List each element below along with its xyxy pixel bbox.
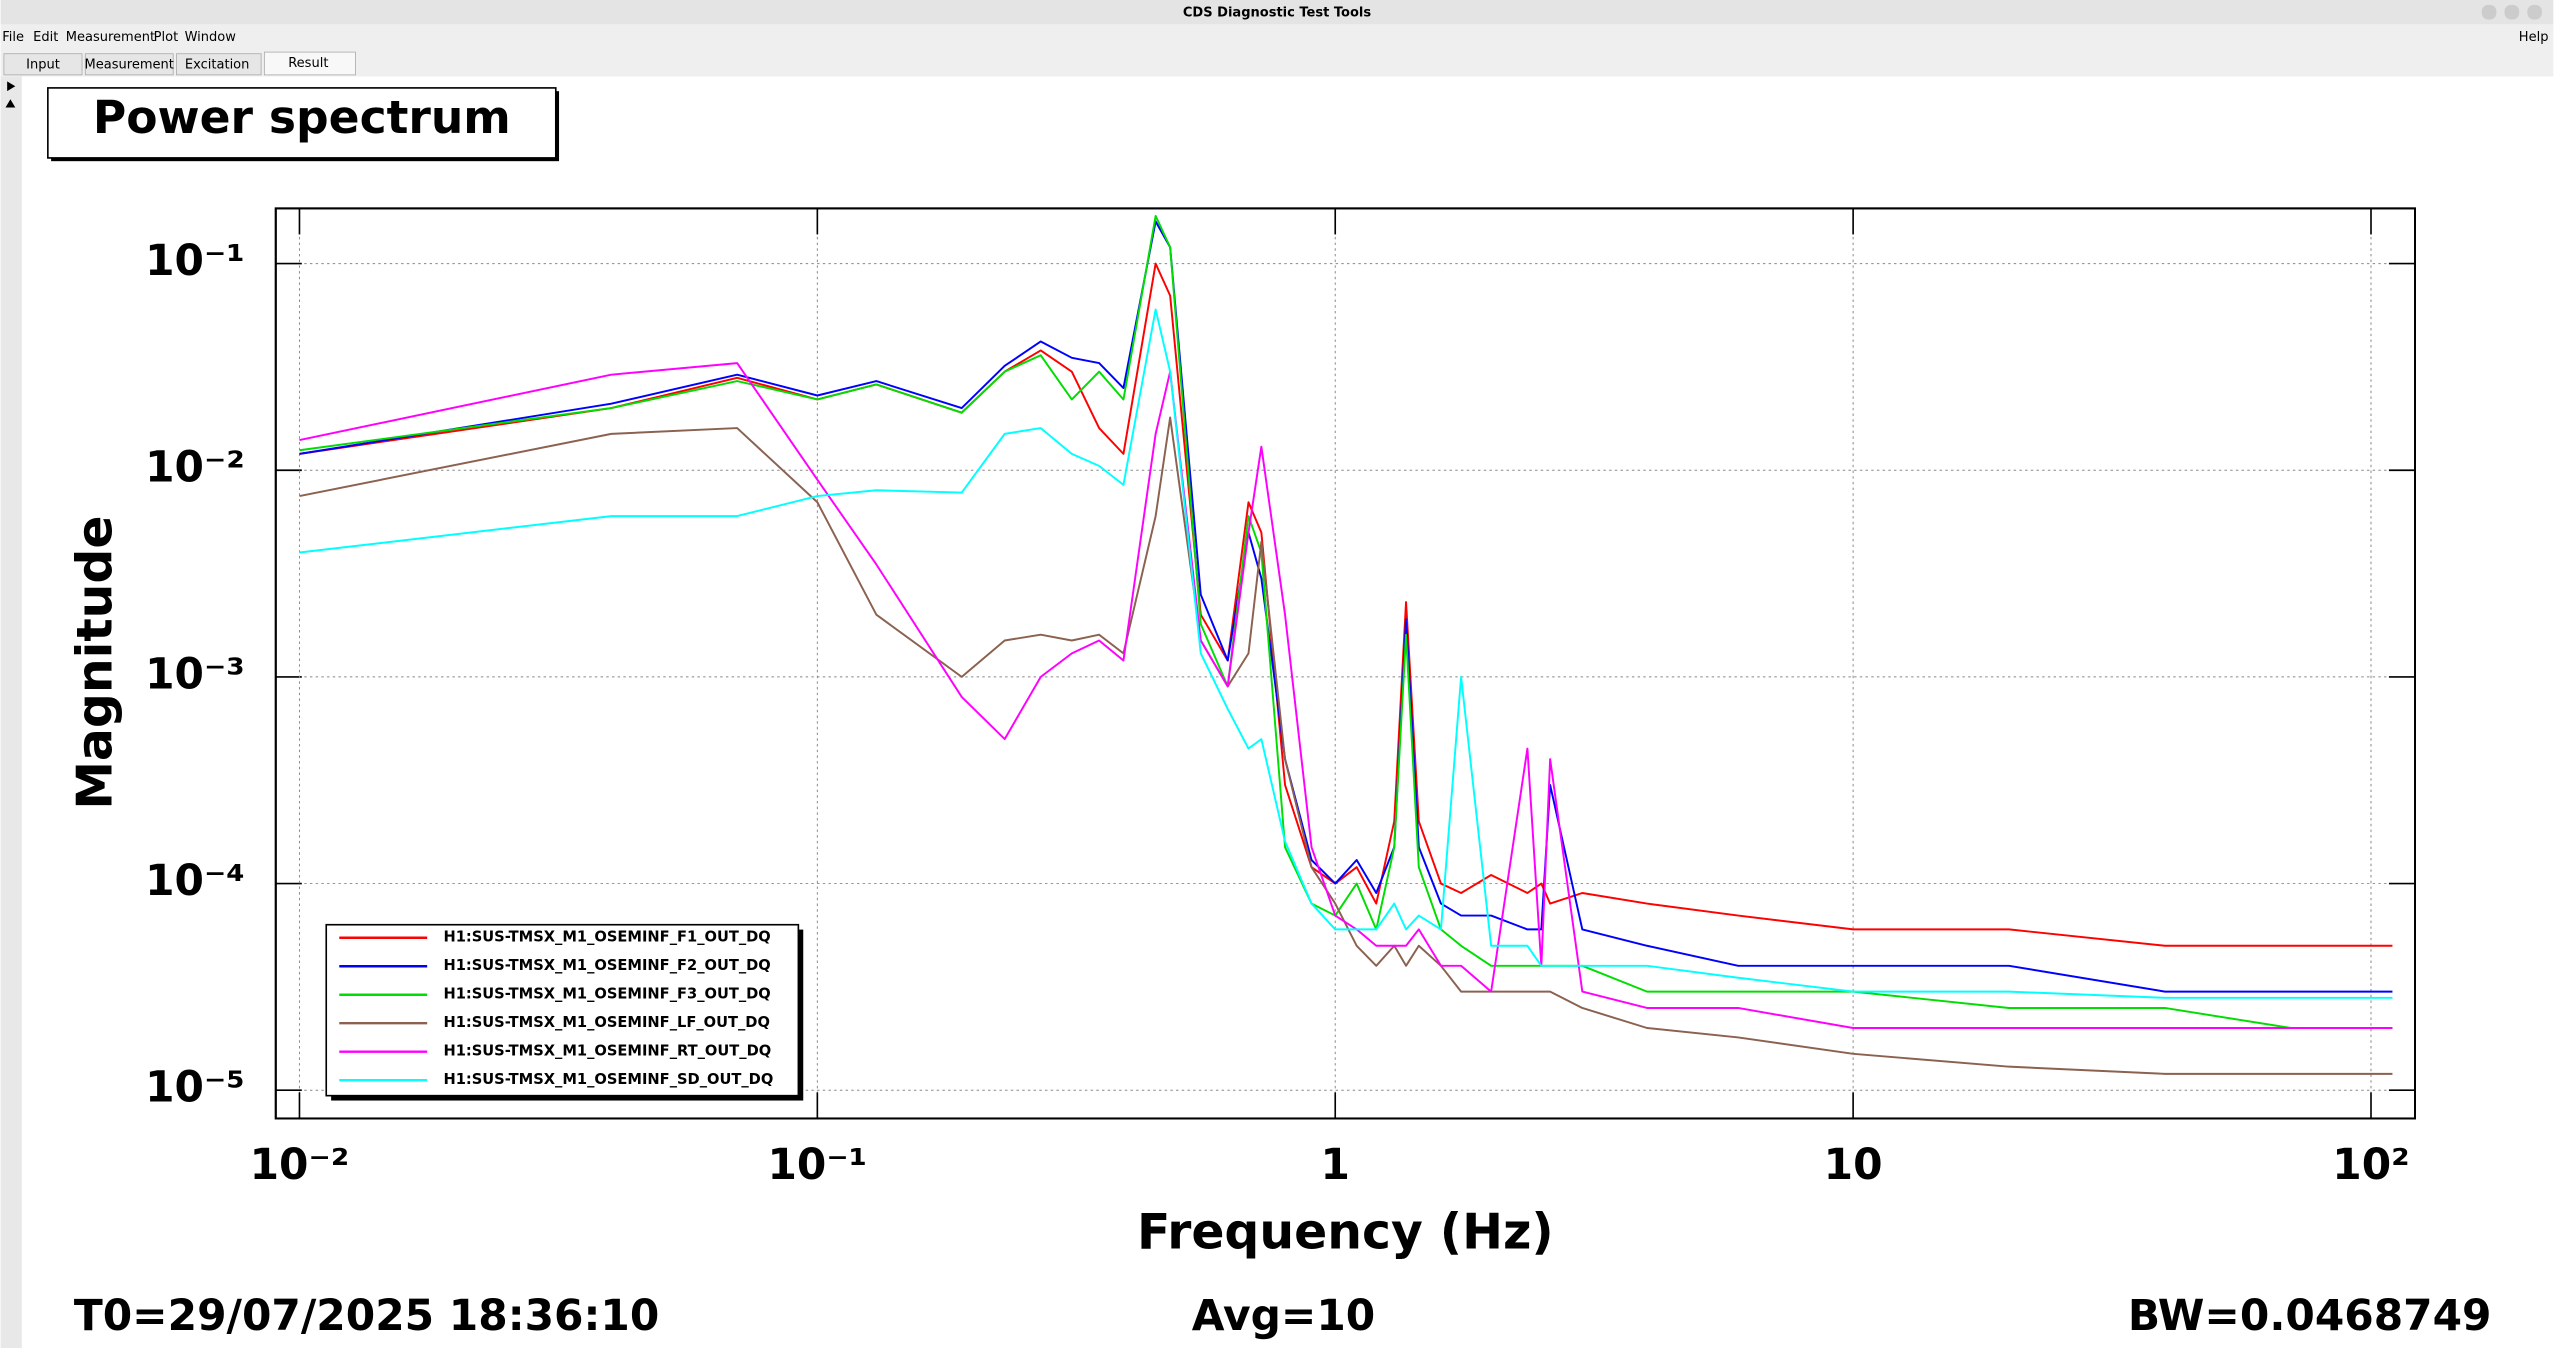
tab[interactable] bbox=[176, 53, 262, 76]
menu-item[interactable]: Plot bbox=[154, 30, 179, 45]
annotation: BW=0.0468749 bbox=[2128, 1291, 2492, 1340]
minimize-button[interactable] bbox=[2481, 4, 2497, 20]
menu-help[interactable]: Help bbox=[2519, 30, 2549, 45]
y-tick-label: 10⁻² bbox=[145, 443, 245, 492]
title-box bbox=[47, 87, 557, 159]
annotation: T0=29/07/2025 18:36:10 bbox=[74, 1291, 659, 1340]
x-tick-label: 10⁻¹ bbox=[767, 1140, 867, 1189]
annotation: Avg=10 bbox=[1192, 1291, 1375, 1340]
legend-label: H1:SUS-TMSX_M1_OSEMINF_F1_OUT_DQ bbox=[443, 929, 770, 946]
legend-label: H1:SUS-TMSX_M1_OSEMINF_RT_OUT_DQ bbox=[443, 1043, 771, 1060]
side-panel bbox=[0, 76, 22, 1348]
x-tick-label: 10⁻² bbox=[250, 1140, 350, 1189]
legend-label: H1:SUS-TMSX_M1_OSEMINF_SD_OUT_DQ bbox=[443, 1071, 773, 1088]
legend-label: H1:SUS-TMSX_M1_OSEMINF_LF_OUT_DQ bbox=[443, 1014, 769, 1031]
x-tick-label: 10² bbox=[2332, 1140, 2409, 1189]
x-axis-label: Frequency (Hz) bbox=[1137, 1204, 1554, 1261]
title-bar bbox=[0, 0, 2554, 25]
y-axis-label: Magnitude bbox=[66, 516, 123, 810]
tab-bar bbox=[0, 50, 2554, 77]
tab-label[interactable]: Measurement bbox=[85, 58, 174, 73]
legend-label: H1:SUS-TMSX_M1_OSEMINF_F3_OUT_DQ bbox=[443, 986, 770, 1003]
menu-bar bbox=[0, 24, 2554, 51]
menu-item[interactable]: File bbox=[2, 30, 24, 45]
legend-box bbox=[325, 923, 800, 1097]
maximize-button[interactable] bbox=[2504, 4, 2520, 20]
menu-item[interactable]: Edit bbox=[33, 30, 58, 45]
legend-label: H1:SUS-TMSX_M1_OSEMINF_F2_OUT_DQ bbox=[443, 957, 770, 974]
tab-label[interactable]: Result bbox=[288, 56, 328, 71]
series-line bbox=[299, 220, 2393, 993]
y-tick-label: 10⁻⁵ bbox=[145, 1063, 245, 1112]
close-button[interactable] bbox=[2527, 4, 2542, 20]
plot-border bbox=[274, 207, 2416, 1120]
tab-active[interactable] bbox=[263, 51, 356, 76]
y-tick-label: 10⁻¹ bbox=[145, 236, 245, 285]
window-title: CDS Diagnostic Test Tools bbox=[1183, 6, 1371, 21]
tab-label[interactable]: Input bbox=[26, 58, 60, 73]
menu-item[interactable]: Window bbox=[185, 30, 237, 45]
x-tick-label: 1 bbox=[1321, 1140, 1350, 1189]
menu-item[interactable]: Measurement bbox=[66, 30, 155, 45]
series-line bbox=[299, 416, 2393, 1075]
collapse-arrow[interactable] bbox=[5, 99, 16, 108]
chart-title: Power spectrum bbox=[93, 91, 511, 144]
series-line bbox=[299, 362, 2393, 1029]
expand-arrow[interactable] bbox=[7, 81, 16, 92]
y-tick-label: 10⁻³ bbox=[145, 649, 245, 698]
series-line bbox=[299, 308, 2393, 999]
x-tick-label: 10 bbox=[1824, 1140, 1883, 1189]
tab[interactable] bbox=[84, 53, 174, 76]
y-tick-label: 10⁻⁴ bbox=[145, 856, 245, 905]
tab-label[interactable]: Excitation bbox=[185, 58, 249, 73]
tab[interactable] bbox=[3, 53, 83, 76]
